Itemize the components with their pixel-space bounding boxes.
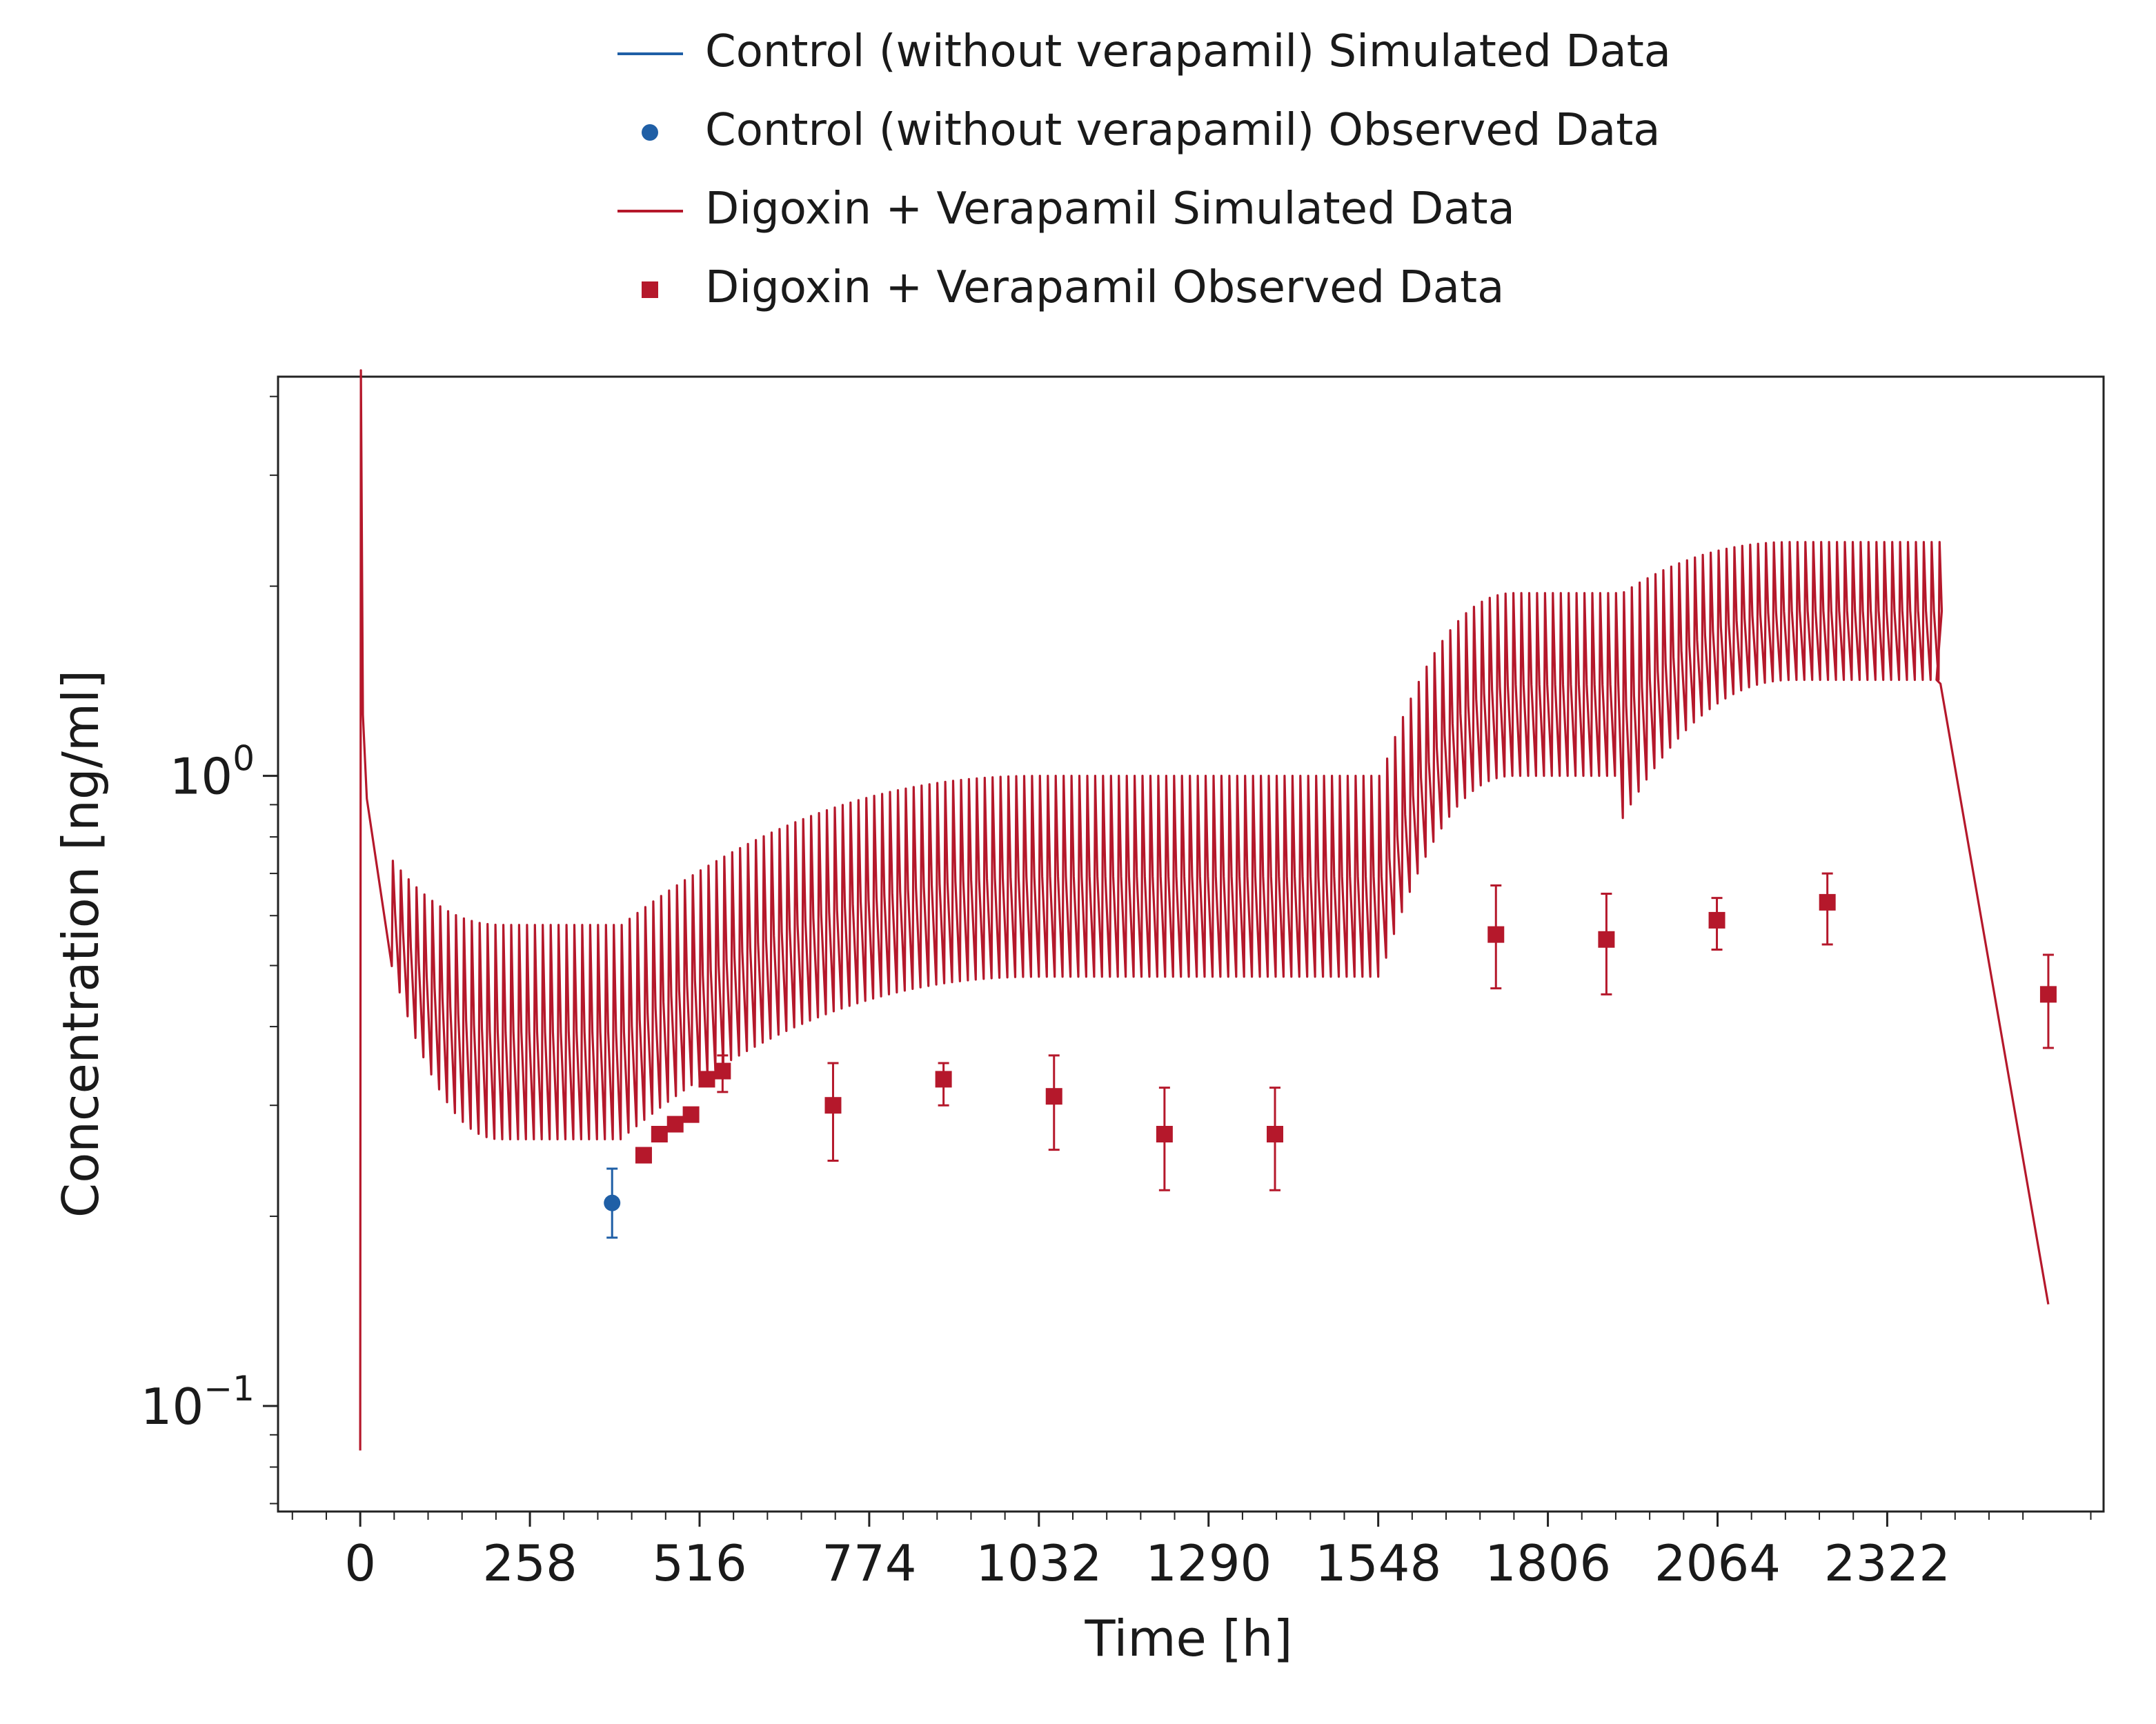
digoxin-verapamil-observed-point (824, 1097, 842, 1114)
digoxin-verapamil-observed-point (1045, 1088, 1062, 1105)
x-tick-label: 1290 (1145, 1534, 1272, 1592)
digoxin-verapamil-observed-point (1598, 931, 1615, 948)
digoxin-verapamil-observed-point (1487, 926, 1505, 943)
digoxin-verapamil-observed-point (698, 1071, 715, 1088)
x-tick-label: 774 (822, 1534, 916, 1592)
legend-label-digoxin-sim: Digoxin + Verapamil Simulated Data (705, 184, 1515, 235)
x-tick-label: 258 (482, 1534, 577, 1592)
legend-marker-digoxin-obs (642, 281, 658, 298)
y-axis: 100 10−1 (141, 395, 278, 1505)
x-tick-label: 2322 (1824, 1534, 1950, 1592)
control-observed-point (604, 1194, 621, 1211)
digoxin-verapamil-observed-point (714, 1062, 731, 1080)
digoxin-verapamil-observed-point (1267, 1126, 1284, 1143)
x-tick-label: 2064 (1654, 1534, 1781, 1592)
digoxin-verapamil-observed-point (1708, 911, 1725, 929)
digoxin-verapamil-simulated-line (359, 369, 2050, 1451)
x-tick-label: 1548 (1315, 1534, 1441, 1592)
legend-label-control-sim: Control (without verapamil) Simulated Da… (705, 26, 1671, 77)
y-tick-label: 100 (170, 739, 255, 806)
digoxin-verapamil-observed-point (682, 1106, 700, 1123)
plot-frame (277, 375, 2105, 1513)
x-tick-label: 0 (344, 1534, 376, 1592)
digoxin-verapamil-observed-point (935, 1071, 952, 1088)
digoxin-verapamil-observed-point (1819, 893, 1836, 911)
y-tick-label: 10−1 (141, 1369, 255, 1436)
x-axis-title: Time [h] (1085, 1609, 1293, 1667)
digoxin-verapamil-observed-point (2039, 986, 2057, 1003)
digoxin-verapamil-observed-point (635, 1147, 652, 1164)
x-axis: 0 258 516 774 1032 1290 1548 1806 2064 2322 (291, 1512, 2092, 1592)
x-tick-label: 516 (652, 1534, 746, 1592)
legend-label-control-obs: Control (without verapamil) Observed Dat… (705, 105, 1661, 156)
digoxin-verapamil-observed-point (1156, 1126, 1173, 1143)
digoxin-verapamil-observed-point (666, 1116, 684, 1133)
y-axis-title: Concentration [ng/ml] (52, 670, 110, 1218)
digoxin-verapamil-observed-point (651, 1126, 668, 1143)
x-tick-label: 1806 (1485, 1534, 1611, 1592)
x-tick-label: 1032 (976, 1534, 1102, 1592)
series-layer (359, 369, 2057, 1451)
legend-marker-control-obs (642, 124, 658, 141)
legend-label-digoxin-obs: Digoxin + Verapamil Observed Data (705, 262, 1504, 313)
legend: Control (without verapamil) Simulated Da… (617, 26, 1671, 313)
